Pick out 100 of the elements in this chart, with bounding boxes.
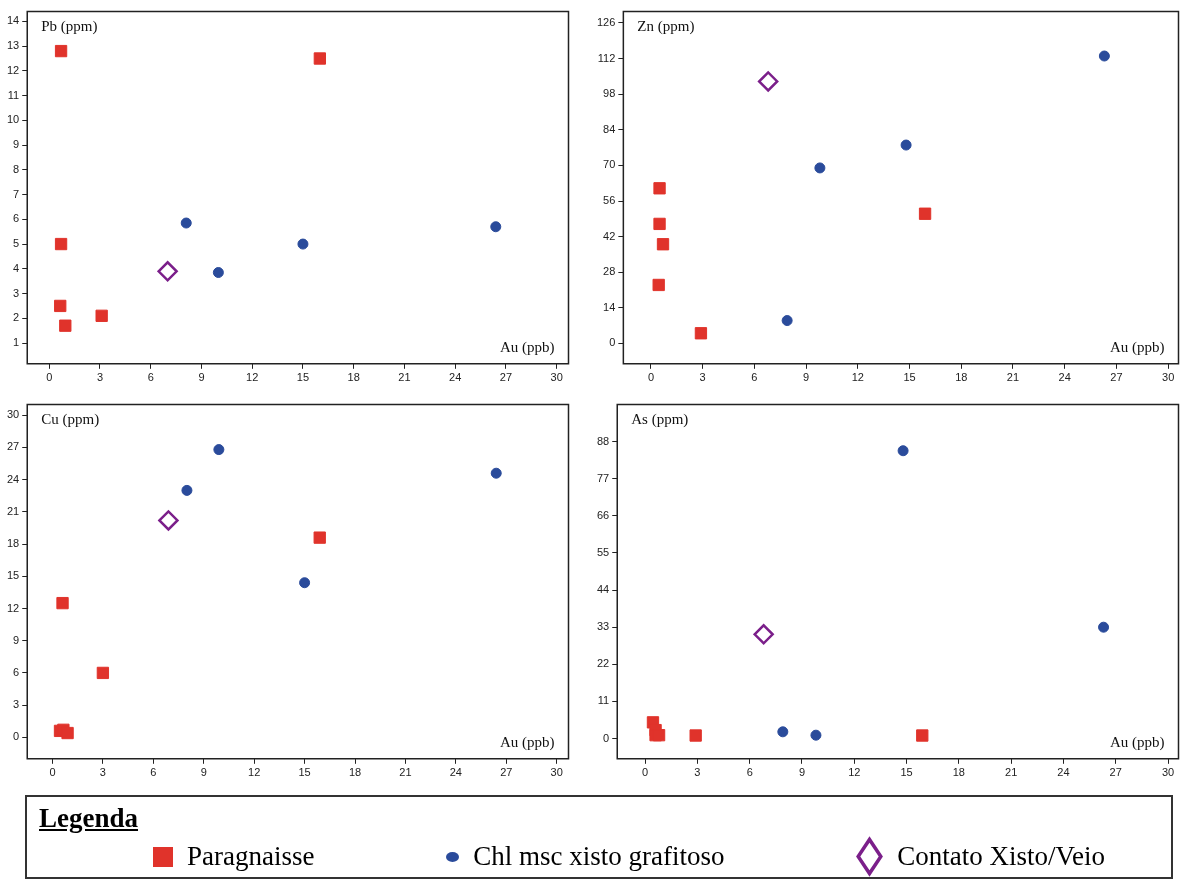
y-tick-label: 5 [13,237,20,250]
x-tick-label: 0 [49,766,56,779]
y-tick-label: 28 [603,265,616,278]
y-tick-label: 9 [13,138,20,151]
x-tick-label: 6 [751,371,758,384]
y-tick-label: 22 [596,657,610,670]
x-tick-label: 21 [398,371,411,384]
x-tick-label: 21 [1005,766,1018,779]
x-tick-label: 3 [699,371,706,384]
point [180,217,192,229]
y-tick-label: 9 [13,633,20,646]
y-tick-label: 4 [13,261,20,274]
y-tick-label: 27 [6,440,20,453]
point [689,729,702,742]
x-tick-label: 12 [246,371,259,384]
y-axis-title: Zn (ppm) [637,17,695,35]
y-tick-label: 1 [13,336,20,349]
x-axis-title: Au (ppb) [1109,734,1165,752]
y-tick-label: 24 [6,472,20,485]
x-tick-label: 21 [1006,371,1020,384]
y-axis-title: Cu (ppm) [41,410,100,428]
y-tick-label: 10 [6,113,20,126]
point [757,71,779,92]
y-tick-label: 42 [603,229,616,242]
point [490,467,502,479]
point [297,238,309,250]
point [95,309,108,322]
point [652,729,666,742]
legend-title: Legenda [39,803,139,834]
x-axis-title: Au (ppb) [499,339,555,357]
x-axis-title: Au (ppb) [1109,339,1165,357]
x-tick-label: 12 [848,766,861,779]
point [157,261,178,282]
x-tick-label: 15 [900,766,913,779]
point [753,624,774,645]
y-tick-label: 13 [6,39,20,52]
y-tick-label: 66 [596,508,610,521]
y-tick-label: 55 [596,546,610,558]
point [181,484,193,496]
x-tick-label: 24 [1058,371,1071,384]
y-tick-label: 0 [603,731,610,744]
x-tick-label: 9 [198,371,205,384]
y-tick-label: 12 [6,601,20,614]
x-tick-label: 15 [298,766,311,779]
y-tick-label: 14 [603,300,616,313]
point [54,44,68,58]
x-tick-label: 9 [803,371,810,384]
point [299,577,311,589]
point [56,596,69,610]
point [54,237,68,251]
point [313,52,327,65]
y-axis-title: Pb (ppm) [41,17,98,35]
y-tick-label: 14 [6,14,20,27]
point [313,531,326,544]
point [781,315,793,327]
y-axis-title: As (ppm) [631,410,689,428]
x-tick-label: 6 [147,371,154,384]
point [54,299,67,313]
y-tick-label: 126 [596,15,616,28]
x-tick-label: 27 [500,766,513,779]
y-tick-label: 7 [13,187,20,200]
y-tick-label: 21 [6,504,20,517]
point [897,445,909,457]
y-tick-label: 84 [603,122,616,135]
x-tick-label: 24 [449,371,462,384]
y-tick-label: 8 [13,162,20,175]
y-tick-label: 18 [6,537,20,550]
x-tick-label: 15 [903,371,916,384]
point [916,729,929,742]
x-tick-label: 15 [296,371,310,384]
point [900,139,912,151]
point [61,726,74,740]
point [212,267,224,279]
point [810,729,822,741]
legend-label: Chl msc xisto grafitoso [473,841,725,872]
x-tick-label: 18 [347,371,360,384]
y-tick-label: 3 [13,698,20,711]
point [490,221,502,233]
point [1098,50,1110,62]
x-tick-label: 3 [99,766,106,779]
x-tick-label: 0 [642,766,649,779]
point [213,444,225,456]
y-tick-label: 12 [6,63,20,76]
y-tick-label: 88 [596,434,610,447]
y-tick-label: 98 [603,87,616,100]
y-tick-label: 56 [603,194,616,207]
x-tick-label: 3 [694,766,701,779]
x-tick-label: 21 [399,766,412,779]
x-tick-label: 12 [851,371,864,384]
x-tick-label: 18 [348,766,362,779]
y-tick-label: 33 [596,620,610,633]
x-tick-label: 6 [746,766,753,779]
x-tick-label: 0 [46,371,53,384]
y-tick-label: 2 [13,311,20,324]
x-tick-label: 27 [1110,371,1123,384]
x-tick-label: 0 [647,371,654,384]
y-tick-label: 30 [6,408,20,421]
legend-label: Paragnaisse [186,841,315,872]
x-tick-label: 3 [96,371,104,384]
x-tick-label: 9 [798,766,806,779]
